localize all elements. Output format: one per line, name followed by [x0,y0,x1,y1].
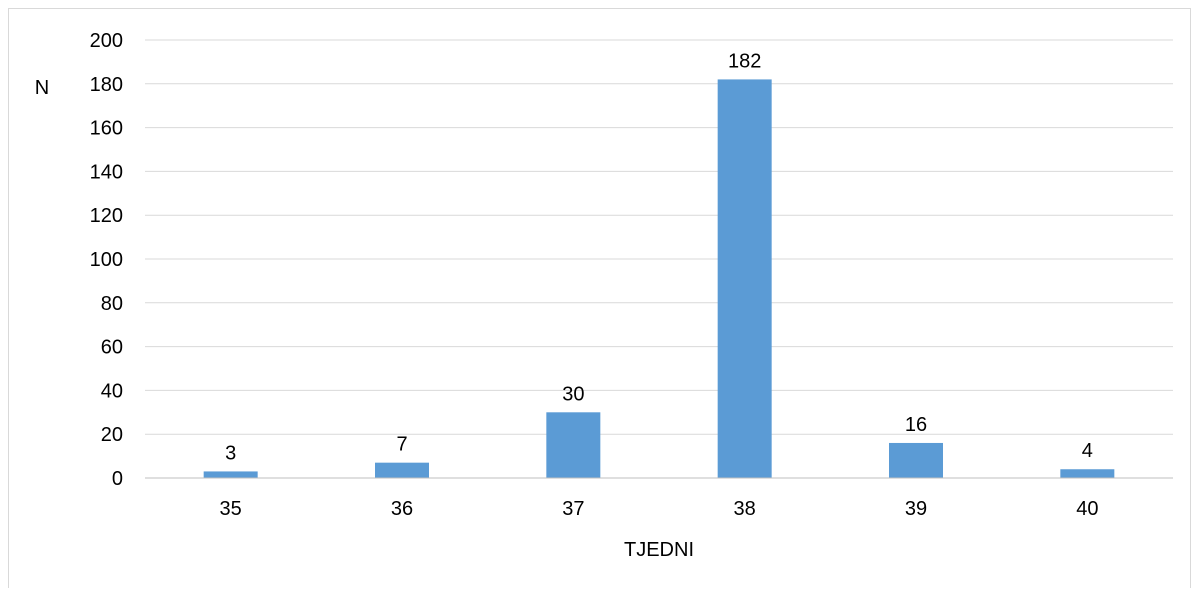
y-tick-label: 80 [101,293,123,315]
x-axis-title: TJEDNI [624,539,694,561]
y-tick-label: 60 [101,337,123,359]
x-axis-ticks: 35 36 37 38 39 40 [220,498,1099,520]
y-tick-label: 140 [90,161,123,183]
bar [546,412,601,478]
x-tick-label: 37 [562,498,584,520]
data-label: 3 [225,442,236,464]
y-tick-label: 100 [90,249,123,271]
bar [1060,469,1115,478]
bars [203,79,1115,479]
data-label: 7 [396,434,407,456]
bar [375,462,429,478]
y-tick-label: 120 [90,205,123,227]
y-tick-label: 0 [112,468,123,490]
data-label: 16 [905,414,927,436]
chart-frame [8,8,1191,588]
data-label: 4 [1082,440,1093,462]
data-labels: 3 7 30 182 16 4 [225,50,1093,464]
y-tick-label: 20 [101,424,123,446]
y-tick-label: 40 [101,380,123,402]
x-tick-label: 39 [905,498,927,520]
x-tick-label: 36 [391,498,413,520]
y-axis-title: N [35,77,49,99]
y-tick-label: 160 [90,118,123,140]
bar [889,442,943,478]
x-tick-label: 38 [734,498,756,520]
x-tick-label: 40 [1076,498,1098,520]
y-tick-label: 200 [90,30,123,52]
data-label: 30 [562,383,584,405]
bar [203,471,258,478]
x-tick-label: 35 [220,498,242,520]
gridlines [145,39,1173,435]
y-axis-ticks: 0 20 40 60 80 100 120 140 160 180 200 [90,30,123,490]
y-tick-label: 180 [90,74,123,96]
bar [717,79,772,479]
data-label: 182 [728,50,761,72]
